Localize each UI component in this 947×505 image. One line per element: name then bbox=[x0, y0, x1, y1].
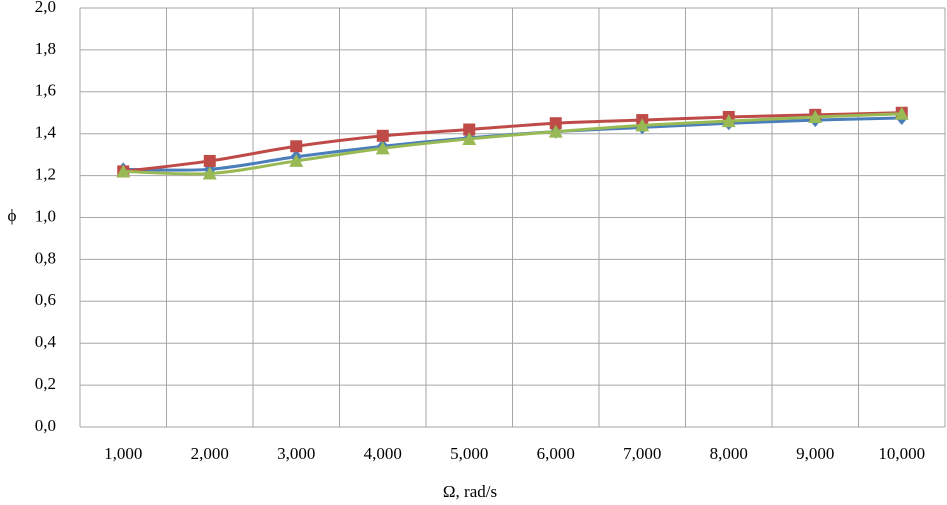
x-tick-label: 7,000 bbox=[623, 444, 661, 463]
y-axis-title: ϕ bbox=[8, 206, 17, 225]
y-tick-label: 0,2 bbox=[35, 374, 56, 393]
marker bbox=[462, 131, 477, 145]
x-tick-label: 1,000 bbox=[104, 444, 142, 463]
marker bbox=[548, 124, 563, 138]
x-tick-label: 9,000 bbox=[796, 444, 834, 463]
y-tick-label: 0,6 bbox=[35, 290, 56, 309]
y-tick-label: 0,4 bbox=[35, 332, 57, 351]
x-tick-label: 2,000 bbox=[191, 444, 229, 463]
x-tick-label: 5,000 bbox=[450, 444, 488, 463]
x-axis-title: Ω, rad/s bbox=[443, 482, 497, 501]
marker bbox=[721, 114, 736, 128]
y-tick-label: 1,0 bbox=[35, 206, 56, 225]
marker bbox=[808, 109, 823, 123]
marker bbox=[549, 117, 562, 130]
series-line bbox=[123, 112, 902, 176]
marker bbox=[635, 118, 650, 132]
marker bbox=[203, 154, 216, 167]
x-tick-label: 4,000 bbox=[364, 444, 402, 463]
y-tick-label: 1,8 bbox=[35, 39, 56, 58]
x-tick-label: 3,000 bbox=[277, 444, 315, 463]
marker bbox=[376, 129, 389, 142]
y-tick-label: 0,0 bbox=[35, 416, 56, 435]
marker bbox=[116, 164, 131, 178]
marker bbox=[290, 140, 303, 153]
marker bbox=[894, 106, 909, 120]
y-tick-label: 1,2 bbox=[35, 165, 56, 184]
marker bbox=[202, 166, 217, 180]
x-tick-label: 8,000 bbox=[710, 444, 748, 463]
y-tick-label: 1,6 bbox=[35, 81, 56, 100]
y-tick-label: 1,4 bbox=[35, 123, 57, 142]
marker bbox=[375, 141, 390, 155]
y-tick-label: 0,8 bbox=[35, 248, 56, 267]
marker bbox=[289, 153, 304, 167]
series-line bbox=[123, 111, 902, 173]
marker bbox=[463, 123, 476, 136]
x-tick-label: 10,000 bbox=[878, 444, 925, 463]
y-tick-label: 2,0 bbox=[35, 0, 56, 16]
x-tick-label: 6,000 bbox=[537, 444, 575, 463]
